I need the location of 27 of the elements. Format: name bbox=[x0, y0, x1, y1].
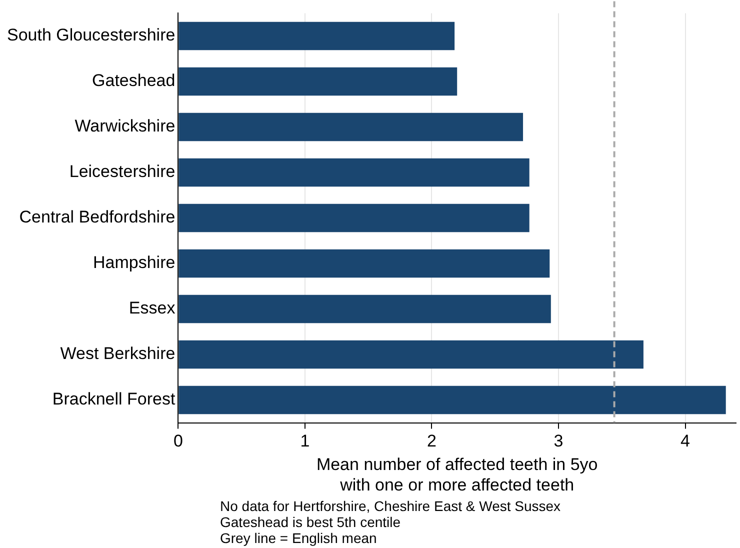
y-tick-label: Bracknell Forest bbox=[52, 390, 176, 409]
bar bbox=[178, 22, 455, 50]
x-tick-label: 3 bbox=[554, 432, 564, 451]
bar bbox=[178, 112, 524, 142]
bar bbox=[178, 204, 530, 232]
y-tick-label: Gateshead bbox=[92, 71, 176, 90]
y-tick-label: West Berkshire bbox=[60, 344, 176, 364]
bar bbox=[178, 158, 530, 187]
bar bbox=[178, 294, 551, 324]
y-tick-label: South Gloucestershire bbox=[6, 26, 176, 45]
x-tick-label: 1 bbox=[300, 432, 310, 451]
y-tick-label: Hampshire bbox=[92, 253, 176, 272]
text: Grey line = English mean bbox=[220, 530, 378, 546]
text: Gateshead is best 5th centile bbox=[220, 514, 402, 530]
y-tick-label: Warwickshire bbox=[74, 116, 176, 136]
y-tick-label: Central Bedfordshire bbox=[19, 208, 176, 227]
bar bbox=[178, 386, 726, 414]
bar bbox=[178, 67, 458, 96]
text: No data for Hertforshire, Cheshire East & West Sussex bbox=[220, 498, 561, 514]
bar bbox=[178, 249, 550, 278]
x-tick-label: 2 bbox=[427, 432, 436, 451]
bar bbox=[178, 340, 644, 369]
y-tick-label: Leicestershire bbox=[69, 162, 176, 182]
x-tick-label: 0 bbox=[173, 432, 183, 451]
y-tick-label: Essex bbox=[128, 298, 176, 318]
x-tick-label: 4 bbox=[680, 432, 690, 451]
x-axis-title: Mean number of affected teeth in 5yo with one or more affected teeth bbox=[316, 455, 598, 494]
